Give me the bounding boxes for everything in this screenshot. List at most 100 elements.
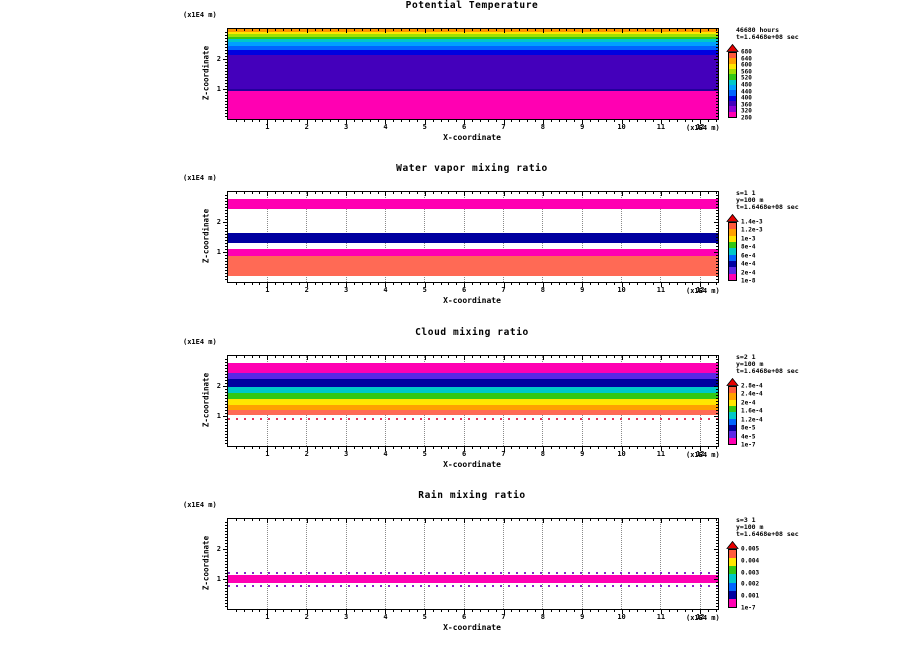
x-axis-tick xyxy=(613,356,615,358)
y-axis-tick xyxy=(225,273,227,274)
y-axis-tick xyxy=(225,419,227,420)
x-axis-unit-label: (x1E4 m) xyxy=(686,451,720,459)
legend-line: s=2 1 xyxy=(736,353,756,361)
y-axis-tick xyxy=(716,582,718,583)
x-axis-tick xyxy=(629,283,631,285)
x-tick-label: 12 xyxy=(696,123,705,131)
x-axis-tick xyxy=(527,610,529,612)
colorbar-segment xyxy=(729,235,736,242)
y-axis-tick xyxy=(716,83,718,84)
x-axis-tick xyxy=(393,356,395,358)
x-axis-tick xyxy=(424,610,426,614)
x-axis-tick xyxy=(346,192,348,196)
y-axis-tick xyxy=(225,279,227,280)
x-axis-tick xyxy=(330,610,332,612)
legend-line: t=1.6468e+08 sec xyxy=(736,367,799,375)
x-axis-tick xyxy=(503,283,505,287)
y-axis-tick xyxy=(714,579,718,580)
x-tick-label: 10 xyxy=(617,123,626,131)
x-axis-tick xyxy=(590,610,592,612)
x-axis-tick xyxy=(574,356,576,358)
y-axis-tick xyxy=(716,395,718,396)
x-axis-tick xyxy=(243,356,245,358)
colorbar-segment xyxy=(729,582,736,591)
colorbar-bar xyxy=(728,549,737,608)
colorbar-label: 0.001 xyxy=(741,592,760,600)
x-axis-tick xyxy=(645,447,647,449)
x-axis-tick xyxy=(409,519,411,521)
y-axis-tick xyxy=(225,603,227,604)
x-axis-tick xyxy=(369,447,371,449)
colorbar-label: 360 xyxy=(741,101,752,109)
y-axis-title: Z-coordinate xyxy=(201,45,211,101)
x-tick-label: 11 xyxy=(656,450,666,458)
y-axis-tick xyxy=(225,425,227,426)
x-axis-tick xyxy=(621,283,623,287)
y-axis-tick xyxy=(225,374,227,375)
x-axis-tick xyxy=(605,519,607,521)
gridline xyxy=(345,519,347,609)
x-axis-tick xyxy=(424,519,426,523)
x-axis-tick xyxy=(487,29,489,31)
y-axis-tick xyxy=(716,210,718,211)
x-axis-tick xyxy=(306,356,308,360)
x-axis-tick xyxy=(440,29,442,31)
y-axis-tick xyxy=(716,359,718,360)
contour-band xyxy=(228,233,718,243)
x-axis-tick xyxy=(259,283,261,285)
y-axis-tick xyxy=(225,74,227,75)
x-axis-tick xyxy=(629,120,631,122)
chart-title: Rain mixing ratio xyxy=(418,490,526,501)
y-axis-tick xyxy=(225,32,227,33)
y-axis-tick xyxy=(225,588,227,589)
gridline xyxy=(581,519,583,609)
x-tick-label: 6 xyxy=(462,123,467,131)
x-tick-label: 9 xyxy=(580,450,585,458)
y-axis-tick xyxy=(716,410,718,411)
x-axis-tick xyxy=(566,356,568,358)
x-axis-tick xyxy=(267,283,269,287)
colorbar-segment xyxy=(729,566,736,575)
y-axis-tick xyxy=(223,252,227,253)
y-axis-tick xyxy=(225,240,227,241)
y-axis-tick xyxy=(716,47,718,48)
y-axis-tick xyxy=(223,579,227,580)
colorbar-segment xyxy=(729,273,736,280)
x-tick-label: 12 xyxy=(696,286,705,294)
x-tick-label: 2 xyxy=(304,613,309,621)
x-tick-label: 1 xyxy=(265,123,270,131)
x-axis-tick xyxy=(495,29,497,31)
x-axis-title: X-coordinate xyxy=(443,460,501,469)
y-axis-tick xyxy=(225,92,227,93)
x-axis-tick xyxy=(401,356,403,358)
y-axis-tick xyxy=(225,597,227,598)
x-tick-label: 9 xyxy=(580,613,585,621)
x-axis-tick xyxy=(487,120,489,122)
x-axis-tick xyxy=(283,447,285,449)
y-axis-tick xyxy=(225,437,227,438)
x-tick-label: 6 xyxy=(462,613,467,621)
x-axis-tick xyxy=(432,192,434,194)
x-tick-label: 10 xyxy=(617,613,626,621)
x-axis-tick xyxy=(275,356,277,358)
colorbar-segment xyxy=(729,431,736,438)
y-axis-tick xyxy=(716,392,718,393)
x-axis-tick xyxy=(566,610,568,612)
colorbar-segment xyxy=(729,90,736,96)
x-axis-tick xyxy=(613,192,615,194)
x-axis-tick xyxy=(401,29,403,31)
x-axis-tick xyxy=(251,356,253,358)
x-axis-tick xyxy=(393,120,395,122)
y-axis-tick xyxy=(716,98,718,99)
x-axis-tick xyxy=(338,192,340,194)
x-axis-tick xyxy=(346,283,348,287)
x-axis-tick xyxy=(716,356,718,358)
x-axis-tick xyxy=(330,283,332,285)
x-axis-tick xyxy=(605,283,607,285)
colorbar-label: 0.004 xyxy=(741,557,760,565)
colorbar-label: 2e-4 xyxy=(741,399,756,407)
x-axis-tick xyxy=(267,192,269,196)
x-axis-tick xyxy=(361,192,363,194)
x-axis-tick xyxy=(290,29,292,31)
x-axis-tick xyxy=(416,29,418,31)
